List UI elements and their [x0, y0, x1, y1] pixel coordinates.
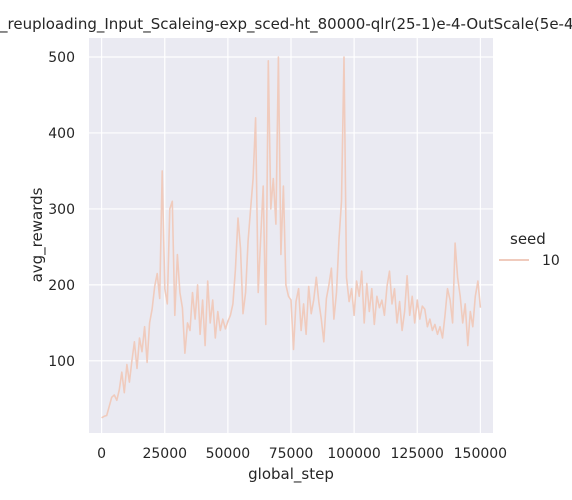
y-tick-label: 200	[48, 278, 75, 294]
y-tick-label: 500	[48, 50, 75, 66]
x-tick-label: 25000	[142, 446, 187, 462]
y-tick-label: 100	[48, 354, 75, 370]
y-tick-labels: 100 200 300 400 500	[48, 50, 75, 370]
legend-entry-label: 10	[542, 253, 560, 269]
x-tick-label: 0	[97, 446, 106, 462]
grid-lines	[89, 38, 493, 433]
legend: seed 10	[499, 230, 560, 269]
x-tick-label: 50000	[206, 446, 251, 462]
y-tick-label: 400	[48, 126, 75, 142]
x-tick-labels: 0 25000 50000 75000 100000 125000 150000	[97, 446, 507, 462]
legend-title: seed	[510, 230, 546, 248]
x-tick-label: 150000	[454, 446, 507, 462]
series-line-10	[101, 56, 482, 419]
x-tick-label: 125000	[391, 446, 444, 462]
y-axis-label: avg_rewards	[28, 187, 47, 282]
x-tick-label: 75000	[269, 446, 314, 462]
x-tick-label: 100000	[327, 446, 380, 462]
chart-title: _reuploading_Input_Scaleing-exp_sced-ht_…	[0, 15, 572, 34]
series-layer	[101, 56, 482, 419]
x-axis-label: global_step	[248, 465, 334, 484]
y-tick-label: 300	[48, 202, 75, 218]
